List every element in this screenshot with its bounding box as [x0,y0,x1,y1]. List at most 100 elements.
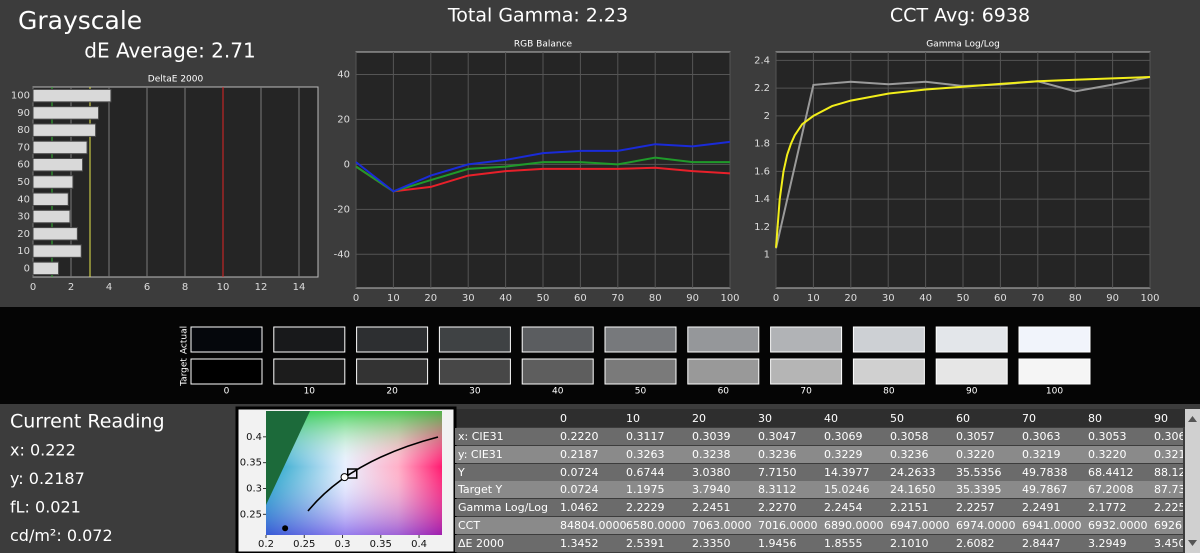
swatch-level: 90 [966,387,978,397]
x-tick-label: 50 [537,293,550,304]
table-row: x: CIE31 0.2220 0.3117 0.3039 0.3047 0.3069 0.… [455,428,1183,445]
swatch [190,358,263,385]
total-gamma: Total Gamma: 2.23 [447,5,628,27]
table-cell: y: CIE31 [458,447,503,461]
table-cell: 3.2949 [1088,536,1127,550]
bar [32,175,74,189]
table-cell: ΔE 2000 [458,536,504,550]
table-row: Gamma Log/Log 1.0462 2.2229 2.2451 2.2270 2.2… [455,499,1183,517]
bar [32,261,60,276]
y-tick-label: 1.6 [754,166,770,177]
series-line [355,156,730,193]
swatch [935,358,1008,385]
table-row: y: CIE31 0.2187 0.3263 0.3238 0.3236 0.3229 0.… [455,445,1183,463]
x-tick-label: 0 [30,282,36,293]
table-cell: 2.1772 [1088,501,1127,515]
y-tick-label: 60 [17,160,30,171]
x-tick-label: 20 [844,293,857,304]
bar [32,106,100,120]
planckian-locus [307,436,439,512]
table-cell: 0.3069 [824,430,863,443]
reading-line: fL: 0.021 [10,498,81,517]
scrollbar[interactable] [1185,409,1200,553]
swatch-level: 40 [552,387,564,397]
bar [32,227,78,241]
swatch-level: 60 [718,387,730,397]
table-cell: 2.1010 [890,536,929,550]
table-cell: 6941.0000 [1022,519,1082,532]
swatch [604,326,677,353]
table-cell: 2.2491 [1022,501,1061,515]
swatch [438,358,511,385]
swatch-level: 10 [304,387,316,397]
table-cell: 50 [890,412,904,425]
x-tick-label: 0.4 [411,539,427,550]
y-tick-label: 50 [17,177,30,188]
swatch-row-label: Target [180,358,190,387]
chart-title: RGB Balance [514,40,573,50]
x-tick-label: 0.25 [293,539,315,550]
table-cell: 35.5356 [956,465,1002,479]
x-tick-label: 12 [255,282,268,293]
table-cell: 7.7150 [758,465,797,479]
y-tick-label: 2.4 [754,55,770,66]
swatch [687,326,760,353]
swatch [356,326,429,353]
x-tick-label: 30 [882,293,895,304]
x-tick-label: 6 [144,282,150,293]
table-cell: 70 [1022,412,1036,425]
table-cell: Target Y [458,483,503,497]
table-cell: 6580.0000 [626,519,686,532]
reading-line: x: 0.222 [10,441,76,460]
table-cell: 0.6744 [626,465,665,479]
cct-average: CCT Avg: 6938 [890,5,1030,27]
x-tick-label: 0.35 [370,539,392,550]
swatch [190,326,263,353]
table-cell: 0.3236 [758,447,797,461]
table-cell: 0.3263 [626,447,665,461]
table-cell: 0.3238 [692,447,731,461]
table-cell: 49.7867 [1022,483,1068,497]
swatch-level: 70 [800,387,812,397]
swatch [604,358,677,385]
reading-title: Current Reading [10,411,165,433]
x-tick-label: 90 [686,293,699,304]
table-cell: 2.8447 [1022,536,1061,550]
x-tick-label: 0.3 [335,539,351,550]
x-tick-label: 30 [462,293,475,304]
table-cell: 2.5391 [626,536,665,550]
x-tick-label: 70 [1031,293,1044,304]
swatch [521,326,594,353]
table-cell: 0.3063 [1022,430,1061,443]
table-cell: 24.1650 [890,483,936,497]
table-cell: 0.3057 [956,430,995,443]
table-cell: 2.6082 [956,536,995,550]
swatch-band [0,307,1200,404]
measured-point [340,473,349,482]
swatch [1018,326,1091,353]
table-cell: 0.3219 [1022,447,1061,461]
bar [32,123,97,137]
table-cell: 80 [1088,412,1102,425]
table-cell: 90 [1154,412,1168,425]
table-cell: 1.8555 [824,536,863,550]
series-line [355,140,731,193]
table-cell: 40 [824,412,838,425]
table-cell: 2.2451 [692,501,731,515]
table-cell: 0.2187 [560,447,599,461]
table-cell: 0.3039 [692,430,731,443]
table-cell: 67.2008 [1088,483,1134,497]
table-cell: 2.2151 [890,501,929,515]
table-cell: 0.3229 [824,447,863,461]
x-tick-label: 8 [182,282,188,293]
table-cell: 14.3977 [824,465,870,479]
y-tick-label: 0.3 [246,484,262,495]
swatch-level: 30 [469,387,481,397]
table-cell: 87.73 [1154,483,1183,497]
y-tick-label: 80 [17,125,30,136]
swatch-row-label: Actual [180,326,190,354]
cie-outside [266,411,310,505]
chart-title: Gamma Log/Log [926,40,1000,50]
y-tick-label: 20 [17,229,30,240]
